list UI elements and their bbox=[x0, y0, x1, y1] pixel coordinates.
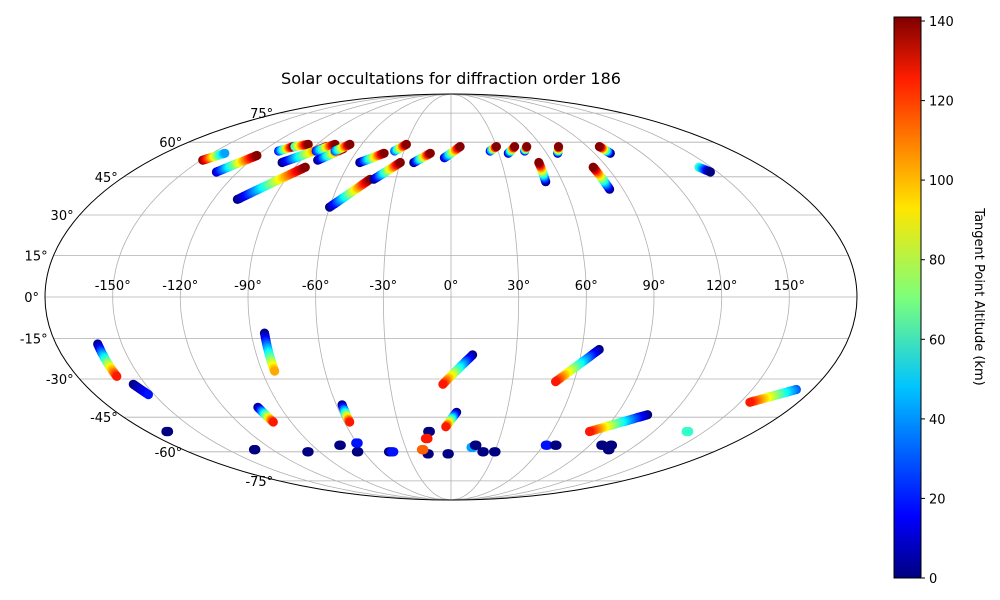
colorbar-tick-label: 80 bbox=[929, 254, 946, 269]
y-tick-label: -75° bbox=[245, 475, 273, 490]
y-tick-label: -45° bbox=[90, 411, 118, 426]
occultation-point bbox=[684, 426, 694, 437]
x-tick-label: -90° bbox=[234, 279, 262, 294]
occultation-point bbox=[584, 426, 595, 437]
x-tick-label: 0° bbox=[444, 279, 459, 294]
occultation-point bbox=[401, 139, 411, 149]
colorbar-tick-label: 20 bbox=[929, 492, 946, 507]
y-tick-label: 30° bbox=[51, 209, 74, 224]
occultation-point bbox=[379, 148, 389, 158]
occultation-point bbox=[143, 390, 153, 400]
y-tick-label: 0° bbox=[24, 291, 39, 306]
colorbar-label: Tangent Point Altitude (km) bbox=[971, 207, 986, 385]
occultation-point bbox=[270, 366, 280, 376]
x-tick-label: 60° bbox=[575, 279, 598, 294]
occultation-point bbox=[543, 440, 553, 450]
occultation-point bbox=[354, 447, 364, 457]
x-tick-label: 90° bbox=[642, 279, 665, 294]
x-tick-label: 30° bbox=[507, 279, 530, 294]
x-tick-label: -150° bbox=[95, 279, 131, 294]
occultation-point bbox=[336, 440, 346, 450]
x-tick-label: -120° bbox=[162, 279, 198, 294]
x-tick-label: -60° bbox=[302, 279, 330, 294]
y-tick-label: -60° bbox=[155, 446, 183, 461]
occultation-point bbox=[441, 422, 451, 432]
occultation-point bbox=[423, 433, 433, 444]
x-tick-label: 120° bbox=[706, 279, 737, 294]
x-tick-label: -30° bbox=[369, 279, 397, 294]
y-tick-label: -30° bbox=[46, 373, 74, 388]
axis-tick-labels: -150° -120° -90° -60° -30° 0° 30° 60° 90° 120° 150… bbox=[20, 107, 805, 490]
occultation-point bbox=[588, 162, 598, 172]
occultation-point bbox=[522, 142, 532, 152]
chart-title: Solar occultations for diffraction order… bbox=[281, 69, 621, 88]
occultation-point bbox=[304, 447, 314, 457]
occultation-point bbox=[705, 167, 716, 177]
map-boundary bbox=[44, 93, 858, 501]
occultation-point bbox=[553, 142, 564, 152]
occultation-point bbox=[491, 142, 501, 152]
y-tick-label: 60° bbox=[159, 136, 182, 151]
y-tick-label: 15° bbox=[25, 249, 48, 264]
occultation-point bbox=[534, 157, 544, 168]
occultation-point bbox=[425, 148, 435, 158]
y-tick-label: 45° bbox=[95, 171, 118, 186]
scatter-points bbox=[93, 139, 802, 459]
colorbar-tick-label: 60 bbox=[929, 333, 946, 348]
occultation-point bbox=[164, 426, 174, 437]
occultation-point bbox=[455, 142, 465, 152]
occultation-point bbox=[419, 445, 429, 455]
occultation-point bbox=[252, 150, 262, 161]
y-tick-label: 75° bbox=[250, 107, 273, 122]
occultation-point bbox=[745, 397, 755, 407]
occultation-point bbox=[395, 157, 405, 168]
occultation-point bbox=[479, 447, 489, 457]
occultation-point bbox=[472, 440, 482, 450]
colorbar-ticks: 0 20 40 60 80 100 120 140 bbox=[921, 15, 954, 587]
y-tick-label: -15° bbox=[20, 333, 48, 348]
occultation-point bbox=[491, 447, 501, 457]
occultation-point bbox=[438, 379, 448, 389]
x-tick-label: 150° bbox=[774, 279, 805, 294]
occultation-point bbox=[551, 377, 561, 387]
occultation-point bbox=[112, 371, 122, 381]
occultation-point bbox=[389, 447, 399, 457]
occultation-point bbox=[594, 142, 605, 152]
occultation-point bbox=[303, 139, 313, 149]
occultation-point bbox=[353, 438, 363, 448]
occultation-point bbox=[268, 417, 278, 427]
occultation-point bbox=[345, 417, 355, 427]
occultation-point bbox=[251, 445, 261, 455]
colorbar-tick-label: 120 bbox=[929, 95, 954, 110]
colorbar-tick-label: 100 bbox=[929, 174, 954, 189]
colorbar-tick-label: 40 bbox=[929, 413, 946, 428]
occultation-point bbox=[345, 139, 355, 149]
occultation-point bbox=[509, 142, 520, 152]
occultation-point bbox=[425, 426, 435, 437]
colorbar-tick-label: 0 bbox=[929, 572, 937, 587]
colorbar bbox=[893, 16, 922, 579]
occultation-point bbox=[605, 445, 615, 455]
occultation-point bbox=[300, 162, 310, 172]
colorbar-tick-label: 140 bbox=[929, 15, 954, 30]
occultation-point bbox=[444, 449, 454, 459]
occultation-point bbox=[552, 440, 562, 450]
occultation-point bbox=[220, 148, 230, 158]
